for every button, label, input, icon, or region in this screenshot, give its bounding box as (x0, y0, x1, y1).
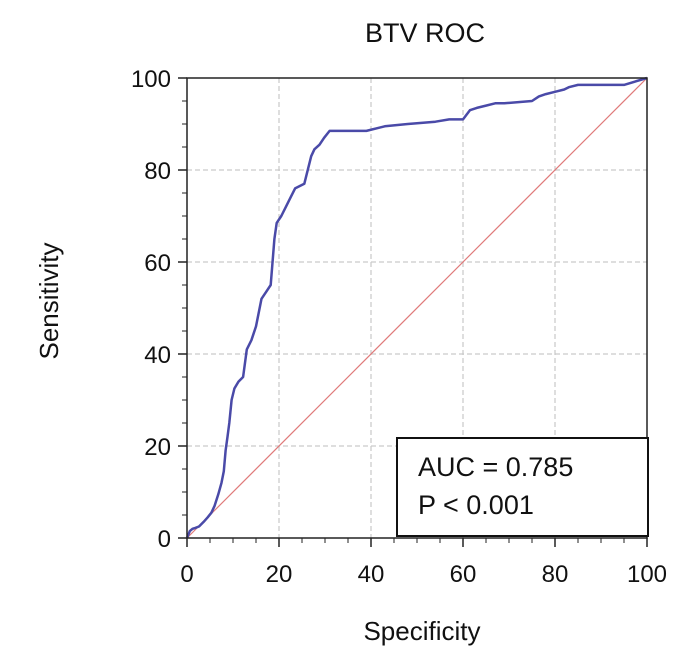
y-tick-label: 60 (144, 250, 171, 277)
y-tick-label: 0 (158, 526, 171, 553)
y-tick-label: 20 (144, 434, 171, 461)
auc-annotation-box: AUC = 0.785 P < 0.001 (396, 437, 649, 537)
x-tick-labels: 0 20 40 60 80 100 (180, 561, 667, 588)
auc-value: AUC = 0.785 (418, 452, 573, 482)
x-tick-label: 80 (542, 561, 569, 588)
grid (187, 78, 647, 538)
x-tick-label: 100 (627, 561, 667, 588)
x-tick-label: 20 (266, 561, 293, 588)
plot-frame (186, 77, 648, 539)
roc-curve-line (185, 76, 648, 539)
chart-title: BTV ROC (365, 18, 485, 48)
x-tick-label: 0 (180, 561, 193, 588)
y-tick-label: 40 (144, 342, 171, 369)
x-tick-label: 40 (358, 561, 385, 588)
x-axis-label: Specificity (363, 616, 480, 646)
y-tick-label: 100 (131, 66, 171, 93)
y-tick-labels: 0 20 40 60 80 100 (131, 66, 171, 553)
x-tick-label: 60 (450, 561, 477, 588)
p-value: P < 0.001 (418, 490, 534, 520)
major-ticks (178, 77, 648, 547)
annotation-frame (396, 437, 649, 537)
y-tick-label: 80 (144, 158, 171, 185)
minor-ticks (182, 100, 625, 543)
series-group (185, 76, 648, 539)
reference-diagonal-line (186, 77, 648, 539)
y-axis-label: Sensitivity (34, 242, 64, 359)
